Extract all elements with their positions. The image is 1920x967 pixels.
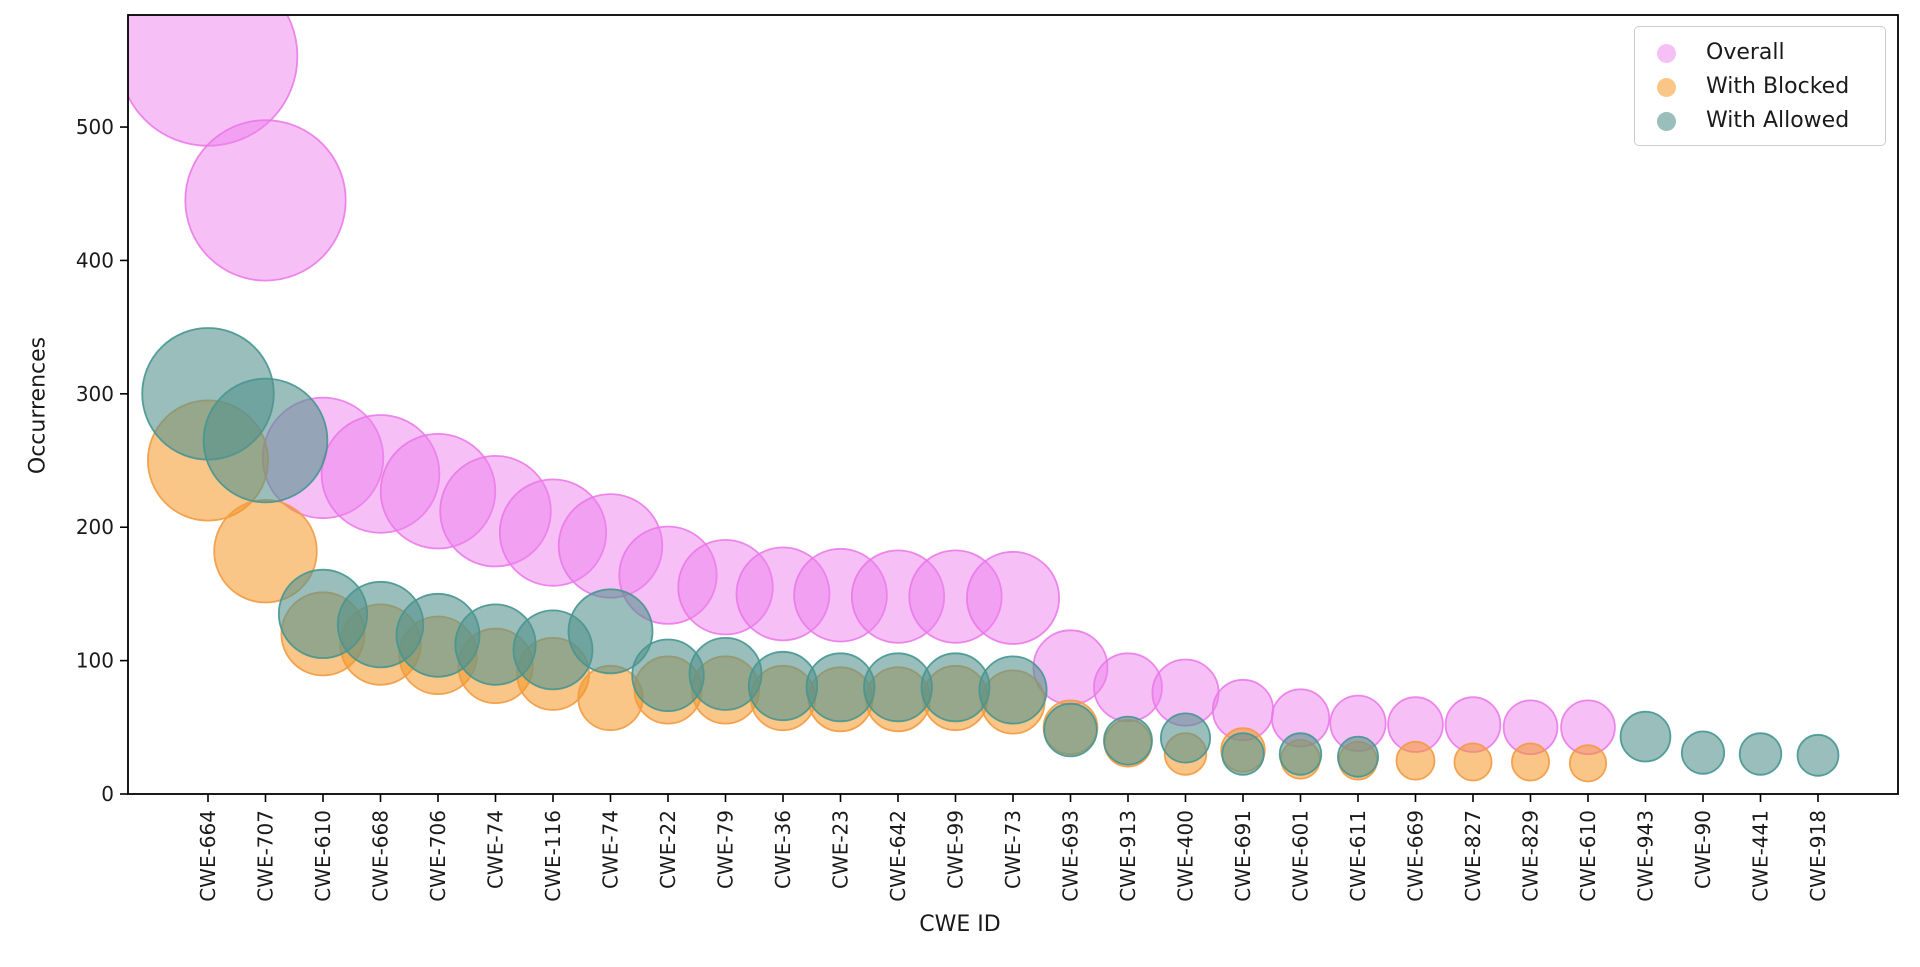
bubble-with-allowed-cwe-918 [1796, 733, 1840, 777]
bubble-with-allowed-cwe-611 [1337, 735, 1380, 778]
y-axis-title: Occurrences [25, 336, 51, 475]
bubble-with-blocked-cwe-669 [1395, 740, 1436, 781]
y-tick-label: 400 [76, 248, 114, 272]
bubble-layer [128, 15, 1840, 783]
x-tick-label: CWE-707 [254, 810, 278, 902]
x-tick-label: CWE-913 [1116, 810, 1140, 902]
y-tick-label: 500 [76, 115, 114, 139]
x-tick-label: CWE-74 [484, 810, 508, 889]
bubble-with-allowed-cwe-74 [567, 588, 654, 675]
y-tick-label: 300 [76, 382, 114, 406]
x-tick-label: CWE-664 [196, 810, 220, 902]
bubble-with-allowed-cwe-693 [1043, 702, 1098, 758]
bubble-overall-cwe-913 [1093, 652, 1163, 723]
x-tick-label: CWE-79 [714, 810, 738, 889]
x-tick-label: CWE-74 [599, 810, 623, 889]
bubble-with-blocked-cwe-610 [1568, 744, 1608, 783]
overall-marker-icon [1657, 43, 1676, 63]
x-tick-label: CWE-601 [1289, 810, 1313, 902]
x-tick-label: CWE-611 [1346, 810, 1370, 902]
bubble-with-allowed-cwe-943 [1619, 710, 1672, 763]
bubble-with-blocked-cwe-829 [1511, 742, 1551, 782]
with-blocked-marker-icon [1657, 77, 1676, 97]
legend-label: With Allowed [1706, 108, 1850, 133]
with-allowed-marker-icon [1657, 111, 1676, 131]
legend-label: Overall [1706, 40, 1785, 65]
bubble-with-allowed-cwe-90 [1680, 730, 1726, 775]
bubble-with-allowed-cwe-691 [1221, 732, 1265, 776]
x-tick-label: CWE-669 [1404, 810, 1428, 902]
x-tick-label: CWE-90 [1691, 810, 1715, 889]
bubble-overall-cwe-73 [966, 550, 1061, 645]
legend-label: With Blocked [1706, 74, 1850, 99]
x-tick-label: CWE-829 [1519, 810, 1543, 902]
x-tick-label: CWE-99 [944, 810, 968, 889]
x-tick-label: CWE-73 [1001, 810, 1025, 889]
x-tick-label: CWE-610 [1576, 810, 1600, 902]
legend-item-overall: Overall [1635, 36, 1885, 70]
x-tick-label: CWE-827 [1461, 810, 1485, 902]
bubble-with-allowed-cwe-400 [1160, 712, 1212, 764]
x-tick-label: CWE-610 [311, 810, 335, 902]
legend: Overall With Blocked With Allowed [1634, 26, 1886, 146]
x-tick-label: CWE-441 [1749, 810, 1773, 902]
x-tick-label: CWE-642 [886, 810, 910, 902]
x-tick-label: CWE-693 [1059, 810, 1083, 902]
x-tick-label: CWE-22 [656, 810, 680, 889]
y-tick-label: 200 [76, 515, 114, 539]
bubble-with-blocked-cwe-827 [1453, 742, 1493, 782]
x-tick-label: CWE-918 [1806, 810, 1830, 902]
legend-item-with-allowed: With Allowed [1635, 104, 1885, 138]
x-axis-title: CWE ID [919, 912, 1001, 937]
bubble-overall-cwe-707 [184, 119, 347, 282]
x-tick-label: CWE-116 [541, 810, 565, 902]
y-tick-label: 0 [101, 782, 114, 806]
x-tick-label: CWE-400 [1174, 810, 1198, 902]
x-tick-label: CWE-691 [1231, 810, 1255, 902]
bubble-with-allowed-cwe-73 [978, 655, 1048, 725]
bubble-with-allowed-cwe-707 [202, 377, 329, 504]
x-tick-label: CWE-23 [829, 810, 853, 889]
x-tick-label: CWE-943 [1634, 810, 1658, 902]
bubble-with-allowed-cwe-601 [1278, 732, 1323, 776]
legend-item-with-blocked: With Blocked [1635, 70, 1885, 104]
bubble-with-allowed-cwe-441 [1738, 732, 1783, 776]
x-tick-label: CWE-706 [426, 810, 450, 902]
x-tick-label: CWE-36 [771, 810, 795, 889]
y-tick-label: 100 [76, 649, 114, 673]
x-tick-label: CWE-668 [369, 810, 393, 902]
bubble-with-allowed-cwe-913 [1103, 715, 1153, 766]
